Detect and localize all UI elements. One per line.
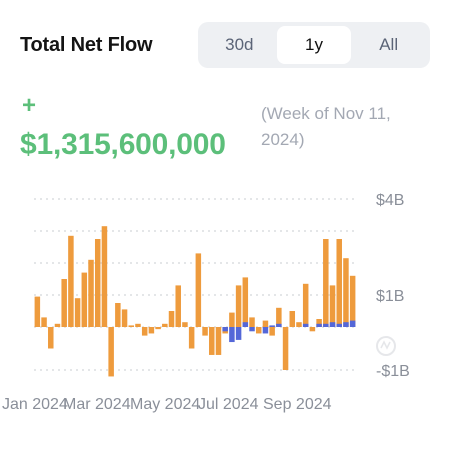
bar-orange[interactable] xyxy=(168,311,175,327)
x-tick-label: Mar 2024 xyxy=(63,396,131,413)
range-button-30d[interactable]: 30d xyxy=(225,35,254,54)
bar-orange[interactable] xyxy=(188,327,195,349)
bar-orange[interactable] xyxy=(141,327,148,336)
bar-blue[interactable] xyxy=(222,327,228,332)
bar-orange[interactable] xyxy=(229,312,235,327)
bar-orange[interactable] xyxy=(242,277,249,327)
bar-orange[interactable] xyxy=(115,303,121,327)
bar-orange[interactable] xyxy=(343,258,349,327)
x-tick-label: Jul 2024 xyxy=(198,396,259,413)
bar-orange[interactable] xyxy=(235,285,242,327)
period-label: (Week of Nov 11, 2024) xyxy=(261,104,391,149)
bar-orange[interactable] xyxy=(101,226,108,327)
bar-orange[interactable] xyxy=(349,275,356,327)
bar-blue[interactable] xyxy=(349,320,356,327)
y-tick-label: $1B xyxy=(376,288,404,305)
range-toggle: 30d 1y All xyxy=(198,22,430,68)
bar-orange[interactable] xyxy=(249,317,255,327)
bar-orange[interactable] xyxy=(282,327,289,370)
bar-orange[interactable] xyxy=(329,285,336,327)
x-tick-label: Sep 2024 xyxy=(263,396,332,413)
bar-orange[interactable] xyxy=(255,327,262,334)
bar-orange[interactable] xyxy=(215,327,222,355)
y-axis-ticks: $4B $1B -$1B xyxy=(376,192,410,380)
bar-blue[interactable] xyxy=(316,323,322,327)
bar-orange[interactable] xyxy=(155,327,161,330)
bar-orange[interactable] xyxy=(302,283,309,327)
bar-blue[interactable] xyxy=(229,327,235,343)
bar-orange[interactable] xyxy=(336,239,342,327)
bar-orange[interactable] xyxy=(88,259,94,327)
bar-orange[interactable] xyxy=(68,235,74,327)
x-tick-label: Jan 2024 xyxy=(2,396,68,413)
y-tick-label: -$1B xyxy=(376,363,410,380)
bar-orange[interactable] xyxy=(34,296,41,327)
bar-orange[interactable] xyxy=(289,311,296,327)
bar-blue[interactable] xyxy=(262,327,269,334)
y-tick-label: $4B xyxy=(376,192,404,209)
bar-blue[interactable] xyxy=(242,322,249,327)
flow-value: $1,315,600,000 xyxy=(20,128,226,161)
range-button-1y[interactable]: 1y xyxy=(276,26,352,64)
bar-orange[interactable] xyxy=(61,279,67,327)
bar-orange[interactable] xyxy=(262,320,269,327)
bar-blue[interactable] xyxy=(235,327,242,340)
bar-orange[interactable] xyxy=(54,323,61,327)
chart-title: Total Net Flow xyxy=(20,34,153,56)
bar-orange[interactable] xyxy=(162,323,168,327)
bar-blue[interactable] xyxy=(269,325,275,327)
bar-blue[interactable] xyxy=(323,323,329,327)
flow-sign: + xyxy=(22,92,37,119)
bar-orange[interactable] xyxy=(41,317,47,327)
bar-orange[interactable] xyxy=(276,307,282,327)
bar-orange[interactable] xyxy=(323,239,329,327)
bar-orange[interactable] xyxy=(296,322,302,327)
bar-orange[interactable] xyxy=(209,327,215,355)
bar-blue[interactable] xyxy=(329,322,336,327)
bar-orange[interactable] xyxy=(309,327,316,332)
bar-blue[interactable] xyxy=(302,323,309,327)
bar-orange[interactable] xyxy=(195,253,202,327)
bar-blue[interactable] xyxy=(249,327,255,332)
bar-orange[interactable] xyxy=(175,285,181,327)
bar-blue[interactable] xyxy=(343,322,349,327)
watermark-logo xyxy=(376,336,396,356)
bar-orange[interactable] xyxy=(182,322,188,327)
bar-orange[interactable] xyxy=(81,272,88,327)
bar-orange[interactable] xyxy=(108,327,114,377)
range-button-all[interactable]: All xyxy=(379,35,399,54)
bar-orange[interactable] xyxy=(94,239,101,327)
bar-orange[interactable] xyxy=(202,327,208,336)
bar-blue[interactable] xyxy=(276,323,282,327)
bars xyxy=(34,226,356,377)
bar-orange[interactable] xyxy=(269,327,275,336)
bar-orange[interactable] xyxy=(48,327,54,349)
bar-orange[interactable] xyxy=(148,327,155,334)
bar-blue[interactable] xyxy=(336,323,342,327)
bar-orange[interactable] xyxy=(74,298,81,327)
bar-orange[interactable] xyxy=(135,323,141,327)
bar-orange[interactable] xyxy=(316,319,322,327)
x-tick-label: May 2024 xyxy=(130,396,200,413)
bar-orange[interactable] xyxy=(121,309,128,327)
bar-orange[interactable] xyxy=(128,325,135,327)
